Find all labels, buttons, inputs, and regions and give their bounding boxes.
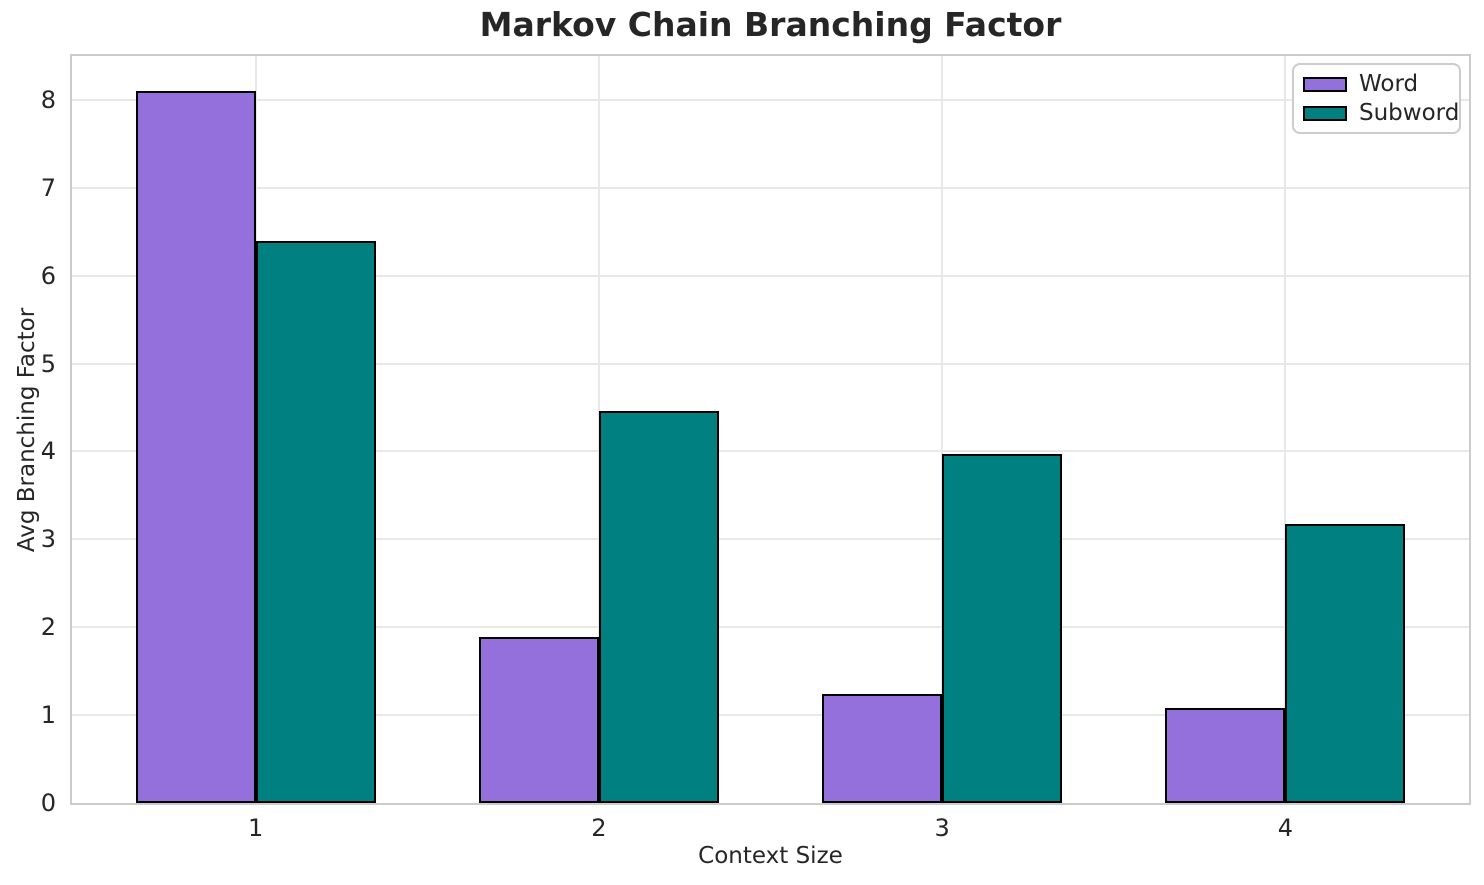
bar-word-2 <box>478 636 599 803</box>
legend-label-subword: Subword <box>1359 100 1460 126</box>
bar-word-4 <box>1165 708 1286 803</box>
bar-subword-1 <box>255 240 376 803</box>
gridline-y-8 <box>72 98 1469 101</box>
plot-area <box>70 54 1471 805</box>
legend-item-subword: Subword <box>1303 100 1459 126</box>
legend-item-word: Word <box>1303 71 1450 97</box>
x-tick-label-4: 4 <box>1277 814 1293 842</box>
legend-swatch-subword <box>1303 105 1347 121</box>
y-tick-label-1: 1 <box>40 701 56 730</box>
gridline-y-4 <box>72 450 1469 453</box>
legend: Word Subword <box>1292 63 1461 134</box>
y-tick-label-0: 0 <box>40 789 56 817</box>
x-tick-label-3: 3 <box>934 814 950 842</box>
gridline-y-3 <box>72 538 1469 541</box>
gridline-x-3 <box>941 56 944 803</box>
y-tick-label-2: 2 <box>40 613 56 642</box>
y-tick-label-6: 6 <box>40 261 56 290</box>
gridline-y-7 <box>72 186 1469 189</box>
bar-word-3 <box>821 694 943 803</box>
y-tick-label-7: 7 <box>40 173 56 202</box>
y-tick-label-8: 8 <box>40 85 56 114</box>
y-axis-label: Avg Branching Factor <box>14 307 40 553</box>
y-tick-label-3: 3 <box>40 525 56 554</box>
gridline-y-2 <box>72 626 1469 629</box>
x-tick-label-1: 1 <box>247 814 264 842</box>
bar-subword-4 <box>1285 523 1406 803</box>
chart-title: Markov Chain Branching Factor <box>479 5 1062 44</box>
legend-swatch-word <box>1303 76 1347 92</box>
gridline-x-4 <box>1284 56 1287 803</box>
bar-subword-3 <box>942 454 1063 803</box>
y-tick-label-4: 4 <box>40 437 56 466</box>
bar-subword-2 <box>598 411 719 803</box>
gridline-y-5 <box>72 362 1469 365</box>
gridline-y-6 <box>72 274 1469 277</box>
x-axis-label: Context Size <box>698 843 843 869</box>
y-tick-label-5: 5 <box>40 349 56 378</box>
x-tick-label-2: 2 <box>591 814 607 842</box>
bar-word-1 <box>135 91 256 803</box>
gridline-y-1 <box>72 714 1469 717</box>
legend-label-word: Word <box>1359 71 1419 97</box>
